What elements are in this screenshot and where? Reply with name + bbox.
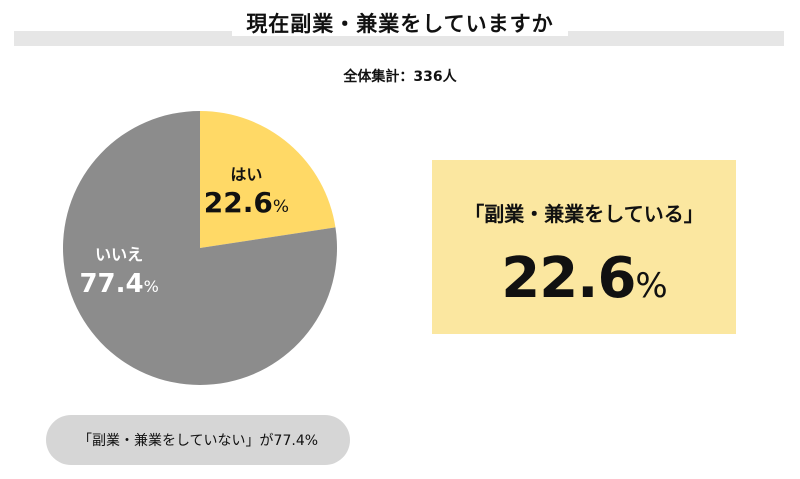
pie-slice-1: [62, 111, 337, 386]
page-title: 現在副業・兼業をしていますか: [0, 8, 800, 38]
title-bar: [14, 31, 784, 46]
pie-chart: はい 22.6% いいえ 77.4%: [62, 111, 337, 386]
highlight-number: 22.6: [501, 246, 636, 311]
page-title-text: 現在副業・兼業をしていますか: [232, 12, 568, 36]
total-count: 全体集計：336人: [343, 69, 457, 85]
pie-slice-0: [200, 111, 336, 248]
pie-slice-label-1: いいえ: [95, 245, 143, 264]
highlight-caption: 「副業・兼業をしている」: [464, 202, 704, 226]
highlight-unit: %: [635, 266, 667, 306]
pie-slice-value-1: 77.4%: [79, 269, 158, 299]
footer-note: 「副業・兼業をしていない」が77.4%: [46, 415, 350, 465]
highlight-box: 「副業・兼業をしている」 22.6%: [432, 160, 736, 334]
pie-slice-label-0: はい: [230, 165, 262, 184]
pie-slice-value-0: 22.6%: [204, 186, 289, 219]
highlight-value: 22.6%: [432, 246, 736, 311]
